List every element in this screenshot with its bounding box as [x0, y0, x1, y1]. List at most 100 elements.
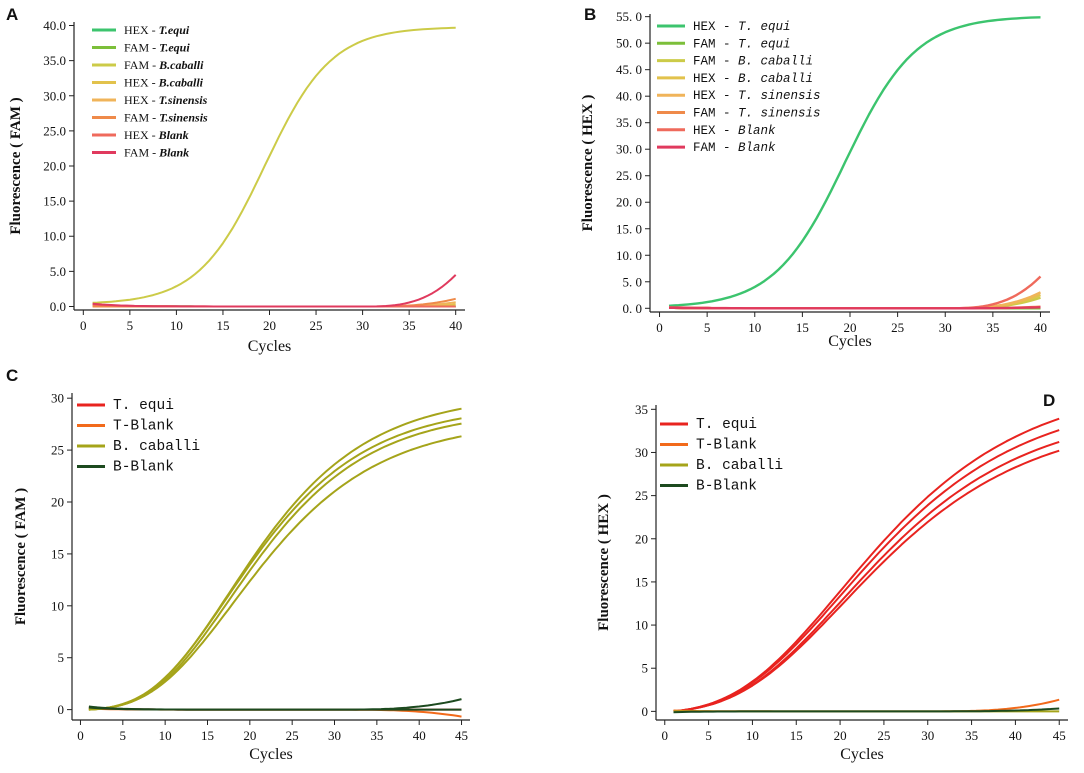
- y-tick-label: 30.0: [43, 88, 66, 103]
- series-line-hex-t-equi: [668, 16, 1041, 307]
- x-tick-label: 20: [844, 320, 857, 335]
- legend-label: HEX - Blank: [693, 124, 776, 138]
- legend-label-species: T.equi: [159, 23, 190, 37]
- series-line-fam-b-caballi: [92, 26, 456, 304]
- panel-letter: A: [6, 5, 18, 24]
- series-lines: [673, 417, 1060, 714]
- legend-label: T. equi: [696, 417, 757, 433]
- y-tick-label: 5: [642, 661, 649, 676]
- x-tick-label: 15: [790, 728, 803, 743]
- y-tick-label: 35: [635, 402, 648, 417]
- legend-label: FAM - T. sinensis: [693, 107, 821, 121]
- legend-label: FAM - B. caballi: [693, 55, 813, 69]
- y-tick-label: 5. 0: [623, 274, 643, 289]
- x-tick-label: 25: [891, 320, 904, 335]
- legend-label: T-Blank: [113, 419, 174, 435]
- legend-label-species: T. sinensis: [738, 107, 821, 121]
- y-tick-label: 5: [58, 650, 65, 665]
- legend-label-species: Blank: [158, 128, 189, 142]
- panel-b: B 0 5 10 15 20 25 30 35 40 0. 0 5. 0 10. 0 15. 0 20. 0…: [580, 5, 1050, 350]
- legend-label-species: T.sinensis: [159, 93, 208, 107]
- y-tick-label: 55. 0: [616, 9, 642, 24]
- y-tick-label: 10. 0: [616, 248, 642, 263]
- x-tick-label: 30: [328, 728, 341, 743]
- x-tick-label: 5: [704, 320, 711, 335]
- legend-label-species: T. sinensis: [738, 89, 821, 103]
- x-tick-label: 30: [356, 318, 369, 333]
- series-line-t-equi: [673, 429, 1060, 713]
- legend: T. equi T-Blank B. caballi B-Blank: [660, 417, 783, 495]
- x-tick-label: 35: [986, 320, 999, 335]
- y-tick-label: 10: [51, 598, 64, 613]
- y-tick-label: 0. 0: [623, 301, 643, 316]
- y-tick-label: 25: [635, 488, 648, 503]
- x-tick-label: 25: [877, 728, 890, 743]
- legend-label-prefix: HEX -: [124, 93, 159, 107]
- x-tick-label: 0: [80, 318, 87, 333]
- x-tick-label: 40: [449, 318, 462, 333]
- legend: T. equi T-Blank B. caballi B-Blank: [77, 398, 200, 476]
- x-tick-label: 45: [1053, 728, 1066, 743]
- legend-label-prefix: FAM -: [693, 141, 738, 155]
- legend-label: B. caballi: [696, 458, 783, 474]
- series-line-b-caballi: [88, 417, 462, 711]
- x-tick-label: 40: [413, 728, 426, 743]
- y-axis-title: Fluorescence ( HEX ): [580, 95, 596, 232]
- legend-label-species: Blank: [158, 146, 189, 160]
- x-tick-label: 40: [1034, 320, 1047, 335]
- x-tick-label: 5: [705, 728, 712, 743]
- y-tick-label: 15: [51, 546, 64, 561]
- legend-label: FAM - T.sinensis: [124, 111, 208, 125]
- y-tick-label: 10.0: [43, 229, 66, 244]
- series-line-fam-blank: [92, 274, 457, 308]
- x-tick-label: 5: [127, 318, 134, 333]
- series-line-hex-blank: [668, 275, 1042, 310]
- y-tick-label: 10: [635, 618, 648, 633]
- x-tick-label: 15: [796, 320, 809, 335]
- x-tick-label: 40: [1009, 728, 1022, 743]
- legend-label-prefix: HEX -: [693, 72, 738, 86]
- legend-label-species: B.caballi: [158, 76, 204, 90]
- panel-a: A 0 5 10 15 20 25 30 35 40 0.0 5.0 10.0 15.0 20.0 25.0 3…: [6, 5, 465, 355]
- x-tick-label: 10: [170, 318, 183, 333]
- x-tick-label: 20: [243, 728, 256, 743]
- x-tick-label: 0: [656, 320, 663, 335]
- y-tick-label: 25.0: [43, 123, 66, 138]
- x-axis-title: Cycles: [248, 338, 292, 355]
- legend-label-species: Blank: [738, 124, 776, 138]
- legend-label: B-Blank: [113, 460, 174, 476]
- x-tick-label: 10: [748, 320, 761, 335]
- legend-label-prefix: FAM -: [124, 58, 159, 72]
- legend-label: FAM - T.equi: [124, 41, 190, 55]
- legend-label-prefix: FAM -: [693, 55, 738, 69]
- y-tick-label: 0: [642, 704, 649, 719]
- y-tick-label: 50. 0: [616, 36, 642, 51]
- x-tick-label: 20: [263, 318, 276, 333]
- legend-label-species: Blank: [738, 141, 776, 155]
- legend-label-prefix: HEX -: [693, 89, 738, 103]
- series-line-t-blank: [673, 698, 1060, 713]
- legend-label: FAM - Blank: [124, 146, 189, 160]
- series-lines: [92, 26, 457, 308]
- y-tick-label: 15. 0: [616, 221, 642, 236]
- y-tick-label: 40. 0: [616, 89, 642, 104]
- legend-label-prefix: HEX -: [124, 76, 159, 90]
- x-tick-label: 45: [455, 728, 468, 743]
- legend-label: HEX - T.sinensis: [124, 93, 208, 107]
- y-tick-label: 45. 0: [616, 62, 642, 77]
- legend-label: FAM - Blank: [693, 141, 776, 155]
- panel-letter: D: [1043, 391, 1055, 410]
- legend-label: HEX - B.caballi: [124, 76, 204, 90]
- x-tick-label: 10: [159, 728, 172, 743]
- panel-letter: B: [584, 5, 596, 24]
- y-tick-label: 0.0: [50, 299, 66, 314]
- legend-label: T-Blank: [696, 438, 757, 454]
- x-tick-label: 5: [120, 728, 127, 743]
- x-tick-label: 35: [403, 318, 416, 333]
- legend-label-prefix: HEX -: [693, 124, 738, 138]
- legend-label-prefix: FAM -: [693, 37, 738, 51]
- x-tick-label: 10: [746, 728, 759, 743]
